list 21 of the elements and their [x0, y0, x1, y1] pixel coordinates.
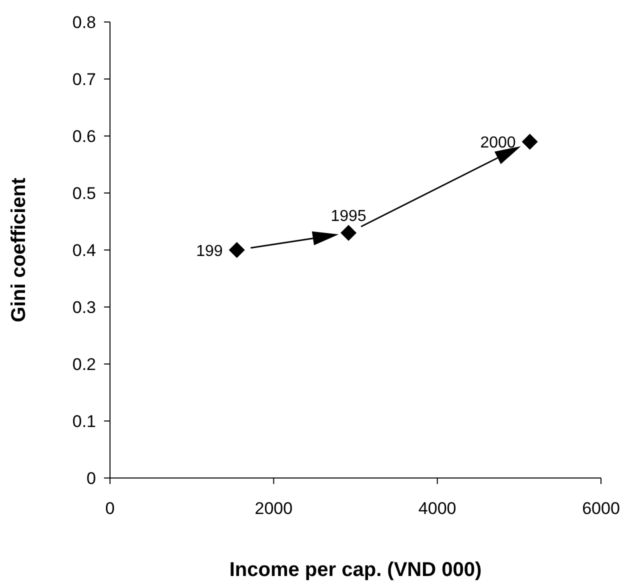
annotation: 2000	[480, 134, 516, 152]
y-tick-label: 0.1	[72, 412, 96, 432]
x-tick-label: 2000	[254, 499, 293, 518]
x-tick-label: 6000	[582, 499, 620, 518]
y-tick-label: 0.8	[72, 13, 96, 32]
point	[228, 242, 245, 258]
y-tick-label: 0.5	[72, 184, 96, 204]
y-tick-label: 0.3	[72, 298, 96, 318]
y-tick-label: 0	[86, 469, 96, 488]
y-tick-label: 0.4	[72, 241, 96, 260]
x-tick-label: 0	[105, 499, 115, 518]
point	[522, 134, 538, 150]
y-tick-label: 0.7	[72, 70, 96, 90]
x-axis-title: Income per cap. (VND 000)	[229, 559, 482, 581]
y-axis-title: Gini coefficient	[8, 177, 30, 322]
annotation: 1995	[330, 208, 366, 225]
y-tick-label: 0.2	[72, 355, 96, 374]
point	[340, 224, 357, 241]
y-tick-label: 0.6	[72, 127, 96, 146]
annotation: 199	[196, 243, 223, 260]
x-tick-label: 4000	[418, 499, 456, 518]
